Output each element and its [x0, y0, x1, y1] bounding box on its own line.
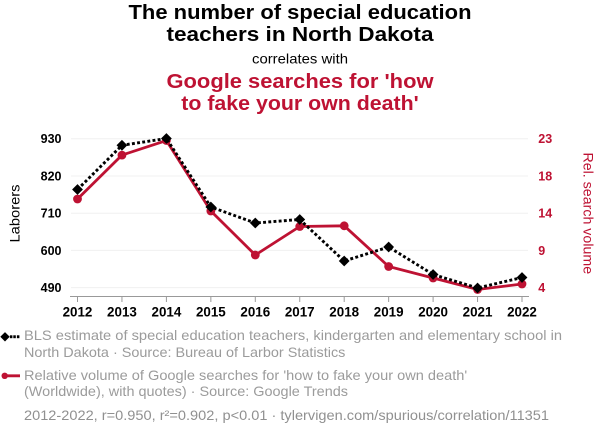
svg-text:Relative volume of Google sear: Relative volume of Google searches for '…: [24, 368, 467, 383]
svg-text:Google searches for 'how: Google searches for 'how: [167, 70, 434, 93]
svg-text:BLS estimate of special educat: BLS estimate of special education teache…: [24, 328, 562, 343]
svg-text:teachers in North Dakota: teachers in North Dakota: [167, 23, 435, 46]
svg-text:correlates with: correlates with: [252, 50, 348, 66]
svg-text:2021: 2021: [463, 305, 493, 320]
svg-text:Rel. search volume: Rel. search volume: [580, 152, 596, 274]
svg-text:2019: 2019: [374, 305, 404, 320]
svg-text:2017: 2017: [285, 305, 315, 320]
svg-text:2015: 2015: [196, 305, 226, 320]
svg-text:18: 18: [538, 169, 552, 183]
svg-text:9: 9: [538, 244, 545, 258]
svg-text:to fake your own death': to fake your own death': [181, 92, 419, 115]
svg-text:The number of special educatio: The number of special education: [129, 1, 472, 24]
svg-text:2022: 2022: [507, 305, 537, 320]
svg-text:4: 4: [538, 281, 545, 295]
svg-text:930: 930: [41, 132, 62, 146]
svg-text:2013: 2013: [107, 305, 137, 320]
svg-text:(Worldwide), with quotes) · So: (Worldwide), with quotes) · Source: Goog…: [24, 384, 348, 399]
svg-text:14: 14: [538, 207, 552, 221]
svg-text:2014: 2014: [152, 305, 182, 320]
svg-text:710: 710: [41, 207, 62, 221]
svg-text:600: 600: [41, 244, 62, 258]
svg-text:2012-2022, r=0.950, r²=0.902,: 2012-2022, r=0.950, r²=0.902, p<0.01 · t…: [24, 408, 549, 423]
svg-text:490: 490: [41, 281, 62, 295]
svg-text:820: 820: [41, 169, 62, 183]
svg-text:2012: 2012: [63, 305, 93, 320]
svg-text:North Dakota · Source: Bureau: North Dakota · Source: Bureau of Larbor …: [24, 345, 345, 360]
svg-text:Laborers: Laborers: [8, 185, 24, 243]
svg-text:2016: 2016: [240, 305, 270, 320]
svg-text:2020: 2020: [418, 305, 448, 320]
svg-text:2018: 2018: [329, 305, 359, 320]
svg-text:23: 23: [538, 132, 552, 146]
